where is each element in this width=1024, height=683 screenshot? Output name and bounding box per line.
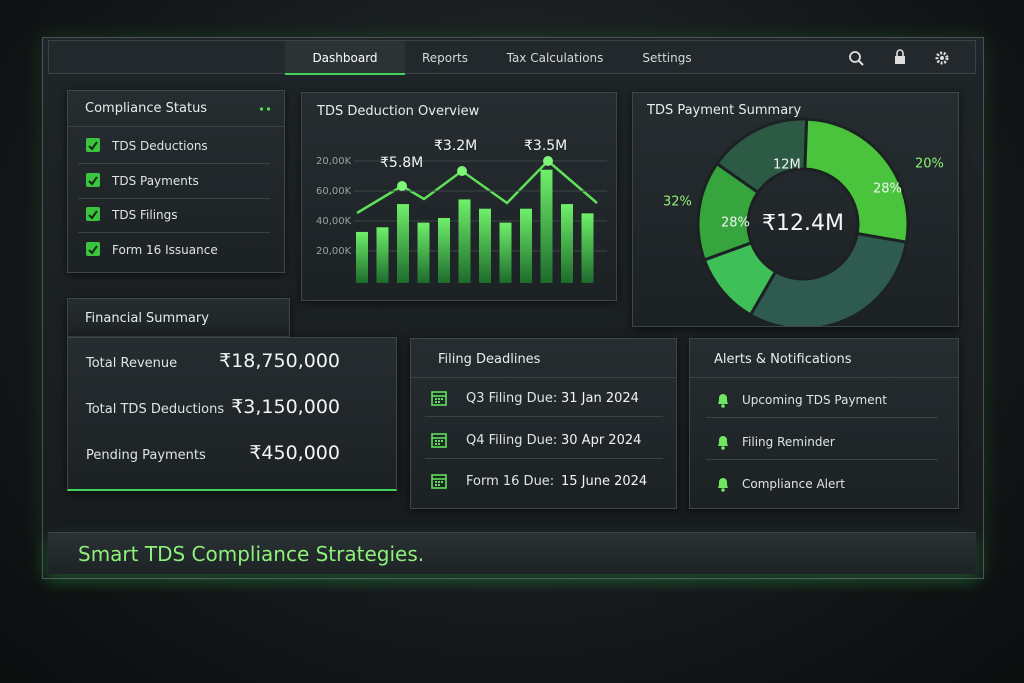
bell-icon (714, 433, 732, 451)
nav-item[interactable]: Dashboard (285, 41, 405, 75)
alerts-panel: Alerts & Notifications Upcoming TDS Paym… (689, 338, 959, 509)
bar (561, 204, 573, 283)
search-icon[interactable] (849, 51, 864, 66)
bar (397, 204, 409, 283)
donut-label: 28% (873, 182, 902, 197)
financial-panel: Total Revenue ₹18,750,000 Total TDS Deduct… (67, 337, 397, 491)
row-label: Pending Payments (86, 448, 206, 463)
annotation: ₹3.5M (524, 138, 567, 154)
separator (425, 457, 663, 459)
panel-title: TDS Deduction Overview (317, 104, 480, 119)
panel-title: Filing Deadlines (438, 352, 541, 367)
separator (411, 377, 676, 378)
y-tick-label: 60,00K (316, 186, 352, 197)
calendar-icon (431, 390, 447, 406)
row-value: ₹18,750,000 (219, 350, 340, 372)
donut-label: 28% (721, 216, 750, 231)
compliance-item: TDS Payments (112, 173, 199, 188)
settings-icon[interactable] (935, 51, 949, 65)
donut-segment (748, 231, 909, 326)
y-tick-label: 40,00K (316, 216, 352, 227)
bell-icon (714, 475, 732, 493)
separator (78, 163, 270, 164)
separator (706, 459, 938, 460)
payment-panel: TDS Payment Summary 12M 28% 28% 20% 32% ₹12.4… (632, 92, 959, 327)
trend-point (397, 181, 407, 191)
bell-icon (714, 391, 732, 409)
row-label: Total Revenue (86, 356, 178, 371)
alert-item: Compliance Alert (742, 477, 846, 491)
separator (78, 197, 270, 199)
deadline-date: 31 Jan 2024 (561, 391, 639, 406)
check-icon (86, 172, 100, 187)
separator (78, 232, 270, 233)
panel-title: Compliance Status (85, 101, 208, 116)
separator (425, 416, 663, 417)
nav-item[interactable]: Settings (642, 51, 692, 65)
bar (376, 227, 389, 283)
nav-item[interactable]: Tax Calculations (506, 51, 604, 65)
donut-segment (803, 117, 910, 244)
separator (68, 126, 284, 127)
bar (479, 208, 491, 283)
overview-chart: 20,00K 60,00K 40,00K 20,00K ₹5.8M ₹3.2M ₹3.5M (316, 138, 607, 283)
check-icon (86, 138, 100, 152)
check-icon (86, 241, 100, 256)
y-tick-label: 20,00K (316, 246, 352, 257)
donut-label: 12M (773, 158, 801, 173)
compliance-panel: Compliance Status TDS Deductions TDS Paym… (67, 90, 285, 273)
deadline-label: Q3 Filing Due: (466, 391, 558, 406)
deadlines-panel: Filing Deadlines Q3 Filing Due: 31 Jan 20… (410, 338, 677, 509)
alert-item: Upcoming TDS Payment (742, 393, 887, 407)
calendar-icon (431, 432, 447, 448)
separator (706, 417, 938, 418)
panel-title: Alerts & Notifications (714, 352, 852, 367)
footer-bar: Smart TDS Compliance Strategies. (48, 532, 976, 574)
row-value: ₹450,000 (249, 442, 340, 464)
bar (499, 222, 512, 283)
nav-bar: Dashboard Reports Tax Calculations Setti… (48, 40, 976, 75)
compliance-item: TDS Deductions (112, 139, 208, 153)
deadline-date: 15 June 2024 (561, 474, 648, 489)
donut-center: ₹12.4M (762, 211, 844, 236)
separator (690, 377, 958, 378)
bar (520, 208, 532, 283)
calendar-icon (431, 473, 447, 489)
status-dots (258, 107, 272, 111)
bar (417, 222, 430, 283)
y-tick-label: 20,00K (316, 156, 352, 167)
nav-icons (849, 49, 949, 66)
bar (458, 199, 471, 283)
bar (581, 213, 594, 283)
bar (356, 231, 368, 283)
donut-outer-label: 20% (915, 157, 944, 172)
lock-icon[interactable] (895, 49, 905, 64)
nav-item[interactable]: Reports (421, 51, 469, 65)
bar (438, 218, 450, 283)
check-icon (86, 207, 100, 221)
footer-text: Smart TDS Compliance Strategies. (78, 542, 425, 566)
donut-segment (696, 161, 761, 262)
row-label: Total TDS Deductions (86, 402, 225, 417)
deadline-label: Form 16 Due: (466, 474, 555, 489)
row-value: ₹3,150,000 (231, 396, 340, 418)
trend-point (457, 166, 467, 176)
bar (540, 169, 553, 283)
panel-title: TDS Payment Summary (647, 103, 802, 118)
annotation: ₹5.8M (380, 155, 423, 171)
trend-point (543, 156, 553, 166)
alert-item: Filing Reminder (742, 435, 835, 449)
donut-outer-label: 32% (663, 195, 692, 210)
financial-header: Financial Summary (67, 298, 290, 337)
compliance-item: TDS Filings (112, 208, 178, 222)
compliance-item: Form 16 Issuance (112, 242, 218, 257)
deadline-label: Q4 Filing Due: (466, 432, 558, 448)
overview-panel: TDS Deduction Overview 20,00K 60,00K 40,00… (301, 92, 617, 301)
deadline-date: 30 Apr 2024 (561, 432, 642, 448)
panel-title: Financial Summary (85, 311, 209, 326)
annotation: ₹3.2M (434, 138, 477, 154)
donut-chart: 12M 28% 28% 20% 32% ₹12.4M (663, 117, 944, 326)
